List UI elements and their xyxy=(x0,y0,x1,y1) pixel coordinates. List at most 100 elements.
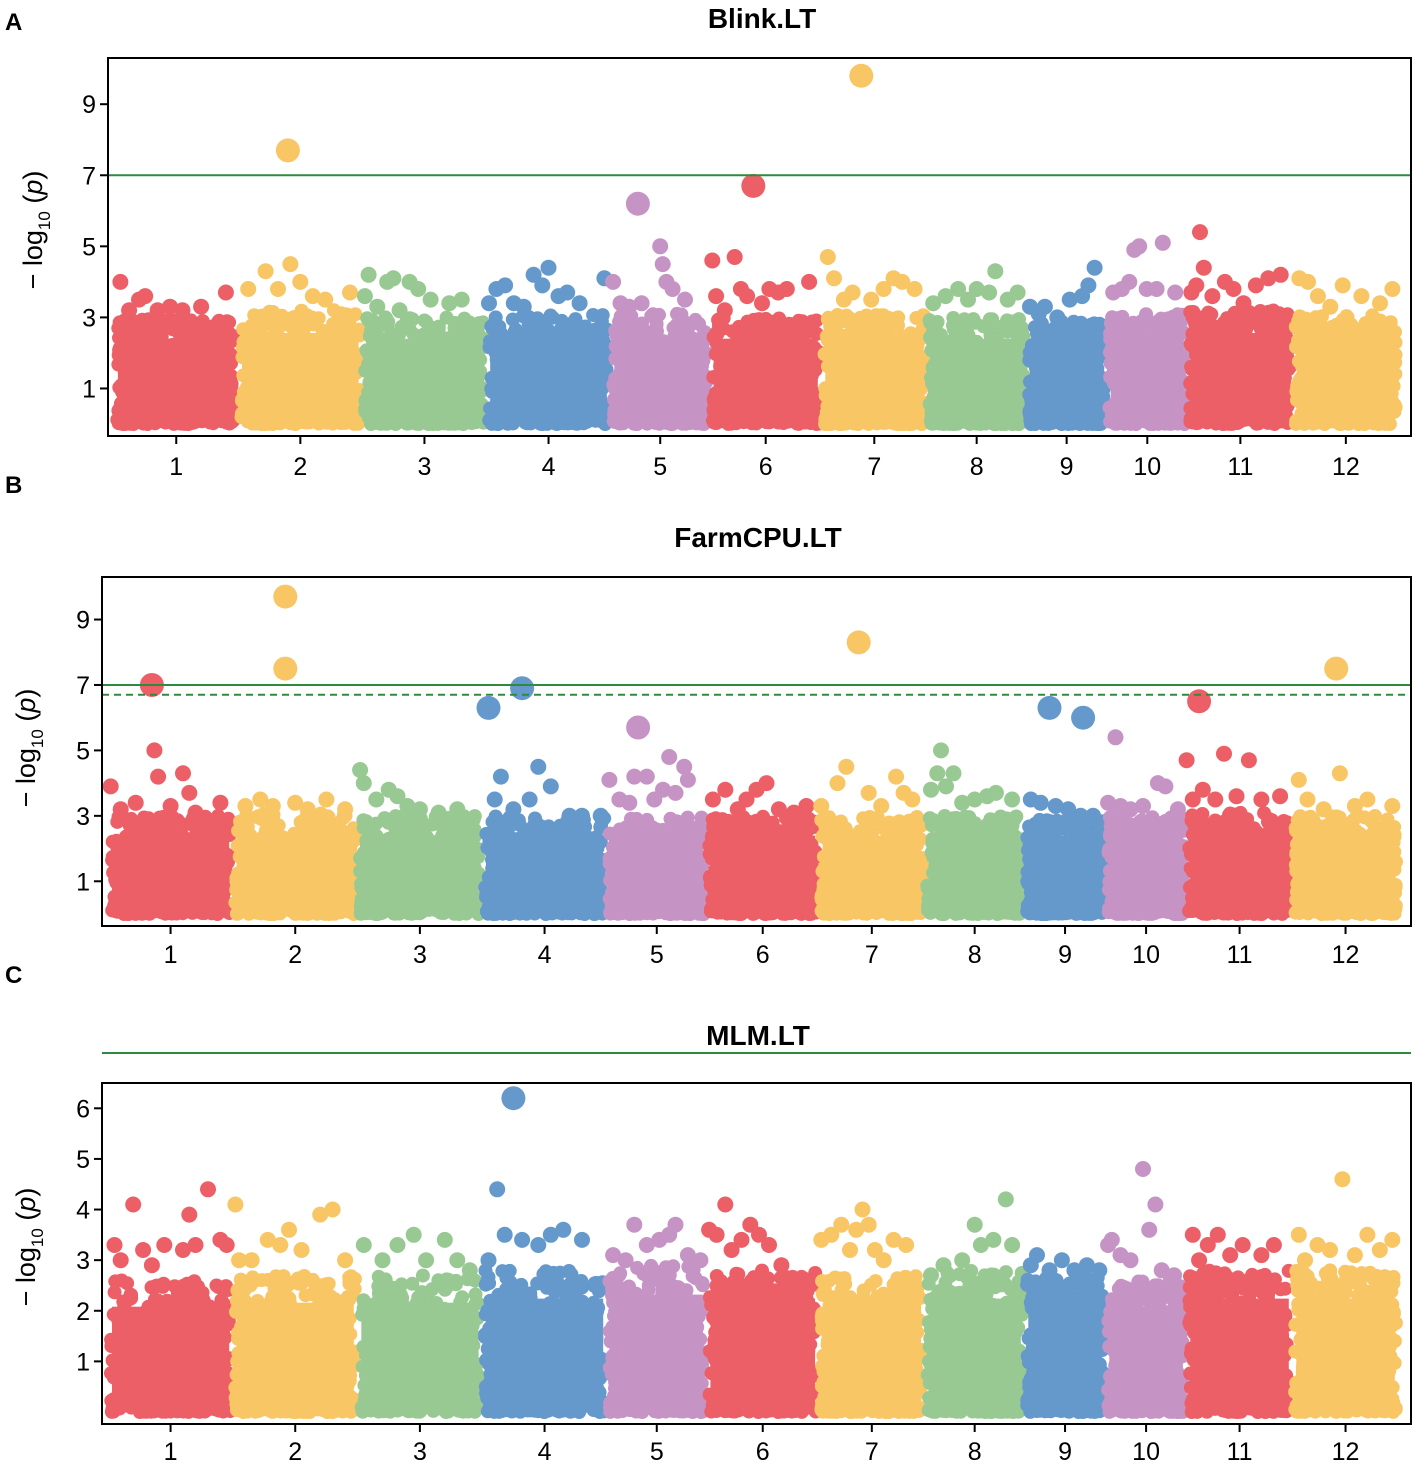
snp-point xyxy=(726,249,743,265)
base-point xyxy=(1123,319,1137,334)
base-point xyxy=(311,311,326,326)
snp-point xyxy=(1121,273,1138,290)
snp-point xyxy=(844,284,861,301)
chromosome-3-fill xyxy=(366,338,483,424)
base-point xyxy=(337,318,352,333)
snp-point xyxy=(1204,288,1221,305)
chromosome-9-fill xyxy=(1030,341,1104,424)
snp-point xyxy=(849,63,874,88)
snp-point xyxy=(741,173,766,198)
chromosome-5-band xyxy=(605,191,715,431)
snp-point xyxy=(356,288,373,305)
snp-point xyxy=(497,277,514,294)
base-point xyxy=(185,317,200,332)
base-point xyxy=(725,324,740,339)
chromosome-9-band xyxy=(1022,259,1112,431)
base-point xyxy=(1201,305,1216,320)
snp-point xyxy=(149,302,166,319)
snp-point xyxy=(677,291,693,308)
snp-point xyxy=(174,302,191,319)
base-point xyxy=(737,325,752,340)
chromosome-4-band xyxy=(481,259,615,431)
snp-point xyxy=(981,284,998,301)
snp-point xyxy=(654,256,671,273)
snp-point xyxy=(1188,277,1205,294)
snp-point xyxy=(754,295,770,312)
base-point xyxy=(766,321,781,335)
base-point xyxy=(173,323,188,338)
chromosome-1-band xyxy=(110,273,243,431)
snp-point xyxy=(1167,284,1184,301)
snp-point xyxy=(605,273,622,290)
snp-point xyxy=(704,252,721,269)
base-point xyxy=(365,313,380,328)
snp-point xyxy=(652,238,669,255)
snp-point xyxy=(540,259,557,276)
snp-point xyxy=(664,281,681,297)
base-point xyxy=(222,315,237,330)
base-point xyxy=(1060,323,1075,338)
snp-point xyxy=(282,256,299,273)
chromosome-8-band xyxy=(922,263,1031,431)
base-point xyxy=(588,322,603,337)
snp-point xyxy=(1148,281,1165,297)
snp-point xyxy=(571,295,588,312)
base-point xyxy=(205,319,219,334)
snp-point xyxy=(270,281,286,297)
snp-point xyxy=(317,291,334,308)
base-point xyxy=(1012,312,1026,327)
snp-point xyxy=(112,273,129,290)
snp-point xyxy=(1154,234,1171,251)
base-point xyxy=(679,316,694,330)
base-point xyxy=(439,310,454,325)
snp-point xyxy=(1195,259,1212,276)
snp-point xyxy=(633,295,650,312)
chromosome-11-band xyxy=(1183,224,1298,431)
base-point xyxy=(562,322,576,337)
snp-point xyxy=(453,291,470,308)
snp-point xyxy=(716,302,733,319)
snp-point xyxy=(708,288,725,305)
snp-point xyxy=(515,298,532,315)
snp-point xyxy=(342,284,358,301)
snp-point xyxy=(162,298,178,315)
base-point xyxy=(1263,320,1278,335)
snp-point xyxy=(1080,277,1097,294)
panel-a-y-axis-label: − log10 (p) xyxy=(18,171,54,290)
snp-point xyxy=(1192,224,1208,241)
chromosome-10-fill xyxy=(1110,335,1184,424)
snp-point xyxy=(1235,295,1252,312)
base-point xyxy=(525,313,540,328)
base-point xyxy=(295,309,310,324)
chromosome-5-fill xyxy=(614,335,707,424)
base-point xyxy=(633,318,648,333)
base-point xyxy=(795,314,810,329)
base-point xyxy=(837,314,852,328)
snp-point xyxy=(819,249,836,265)
snp-point xyxy=(385,270,402,287)
chromosome-2-band xyxy=(234,138,367,431)
chromosome-11-fill xyxy=(1191,333,1290,424)
snp-point xyxy=(1225,281,1242,297)
snp-point xyxy=(1272,266,1289,283)
snp-point xyxy=(257,263,274,280)
panel-a-letter: A xyxy=(5,9,22,36)
snp-point xyxy=(826,270,842,287)
snp-point xyxy=(801,273,818,290)
base-point xyxy=(1230,311,1244,326)
snp-point xyxy=(193,298,210,315)
chromosome-3-band xyxy=(356,266,491,431)
snp-point xyxy=(369,298,386,315)
snp-point xyxy=(534,277,551,294)
snp-point xyxy=(778,281,795,297)
base-point xyxy=(1046,329,1060,344)
chromosome-7-band xyxy=(817,63,932,431)
chromosome-1-fill xyxy=(117,338,235,424)
snp-point xyxy=(422,291,439,308)
snp-point xyxy=(559,284,576,301)
base-point xyxy=(455,321,470,336)
chromosome-6-fill xyxy=(713,338,818,424)
snp-point xyxy=(217,284,234,301)
chromosome-8-fill xyxy=(930,338,1023,424)
